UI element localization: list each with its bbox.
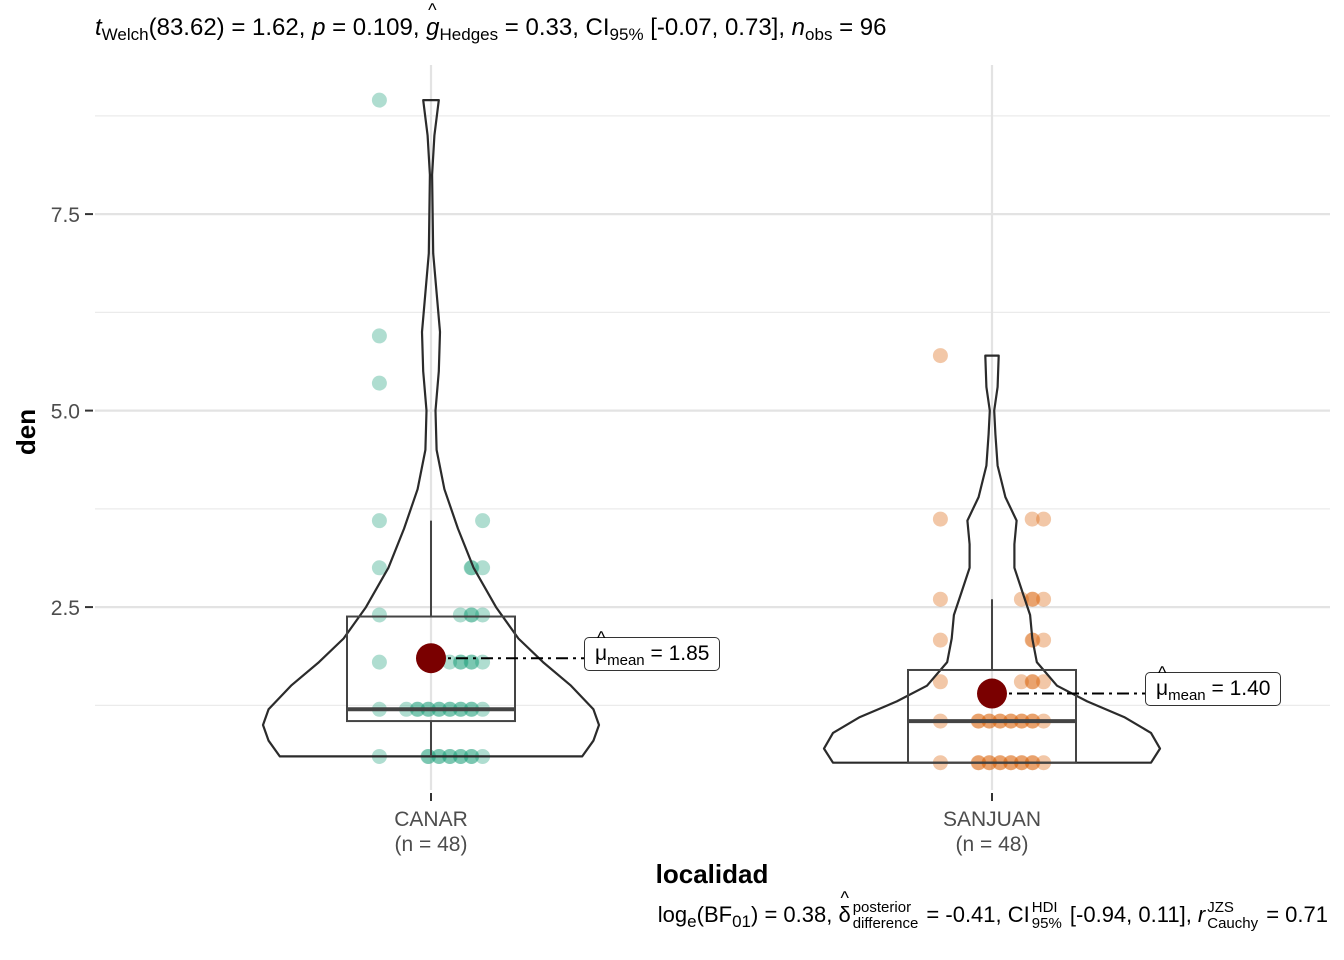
mean-point (977, 678, 1007, 709)
data-point (371, 375, 387, 391)
data-point (1024, 511, 1040, 527)
data-point (1024, 591, 1040, 607)
data-point (932, 511, 948, 527)
data-point (475, 607, 491, 623)
plot-layers (261, 92, 1162, 771)
violin-outline (261, 99, 601, 758)
data-point (371, 513, 387, 529)
chart-subtitle: tWelch(83.62) = 1.62, p = 0.109, gHedges… (95, 0, 887, 44)
data-point (1013, 674, 1029, 690)
grid-lines (95, 65, 1330, 790)
data-point (1036, 591, 1052, 607)
data-point (1024, 674, 1040, 690)
y-axis-label: den (11, 409, 41, 455)
data-point (475, 560, 491, 576)
x-tick-count-label: (n = 48) (395, 833, 468, 856)
data-point (932, 591, 948, 607)
mean-point (416, 643, 446, 674)
data-point (371, 328, 387, 344)
data-point (464, 607, 480, 623)
chart-caption: loge(BF01) = 0.38, δposteriordifference … (658, 888, 1328, 932)
data-point (1025, 591, 1041, 607)
x-tick-count-label: (n = 48) (956, 833, 1029, 856)
data-point (932, 674, 948, 690)
violin-outline (822, 354, 1162, 764)
data-point (1025, 674, 1041, 690)
data-point (371, 560, 387, 576)
data-point (932, 632, 948, 648)
data-point (371, 654, 387, 670)
mean-label-canar: μmean = 1.85 (584, 628, 721, 671)
data-point (1036, 632, 1052, 648)
data-point (1036, 511, 1052, 527)
data-point (932, 348, 948, 364)
data-point (463, 607, 479, 623)
x-tick-label: CANAR (394, 808, 468, 831)
box (346, 615, 516, 723)
data-point (371, 92, 387, 108)
y-tick-label: 2.5 (51, 597, 80, 620)
data-point (1036, 674, 1052, 690)
box (907, 668, 1077, 764)
data-point (452, 607, 468, 623)
x-tick-label: SANJUAN (943, 808, 1041, 831)
data-point (475, 513, 491, 529)
x-axis-label: localidad (656, 859, 769, 889)
y-tick-label: 5.0 (51, 401, 80, 424)
data-point (371, 607, 387, 623)
y-tick-label: 7.5 (51, 204, 80, 227)
mean-label-sanjuan: μmean = 1.40 (1145, 663, 1282, 706)
